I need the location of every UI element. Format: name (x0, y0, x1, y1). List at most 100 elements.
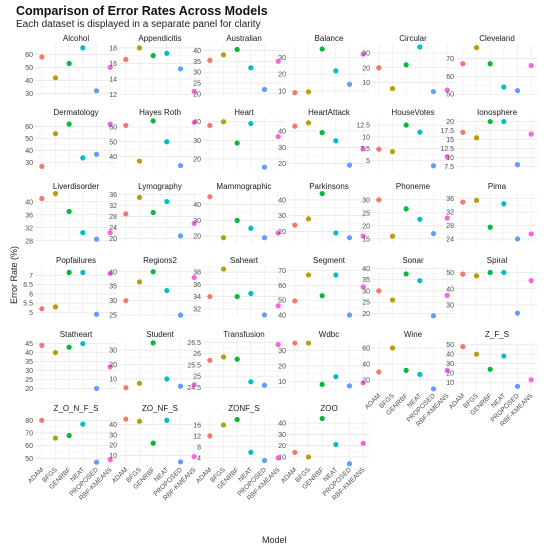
y-tick-label: 30 (278, 348, 286, 355)
panel-parkinsons: Parkinsons 20 30 40 (278, 182, 370, 244)
point-bfgs (389, 233, 396, 239)
point-neat (501, 269, 507, 276)
point-genrbf (319, 190, 325, 197)
point-rbf-kmeans (528, 131, 534, 137)
y-tick-label: 10 (278, 454, 286, 461)
panel-housevotes: HouseVotes 5 7.5 10 12.5 (356, 108, 454, 170)
panel-background (119, 192, 201, 244)
panel-title: Dermatology (53, 108, 98, 117)
point-rbf-kmeans (360, 284, 366, 290)
y-tick-label: 7.5 (360, 146, 370, 153)
point-proposed (430, 163, 437, 169)
point-neat (333, 272, 339, 278)
y-tick-label: 12.5 (440, 146, 454, 153)
y-tick-label: 20 (193, 234, 201, 241)
panel-background (203, 340, 285, 392)
y-tick-label: 17.5 (440, 128, 454, 135)
point-rbf-kmeans (528, 278, 534, 284)
point-genrbf (150, 53, 156, 59)
panel-zoo: ZOO10203040ADAMBFGSGENRBFNEATPROPOSEDRBF… (278, 404, 370, 502)
point-rbf-kmeans (107, 270, 113, 277)
y-tick-label: 5 (29, 310, 33, 317)
y-tick-label: 40 (278, 197, 286, 204)
y-tick-label: 10 (109, 377, 117, 384)
y-tick-label: 5 (366, 158, 370, 165)
point-bfgs (136, 418, 143, 424)
y-tick-label: 80 (25, 418, 33, 425)
panel-pima: Pima 24 28 32 36 (446, 182, 538, 244)
y-tick-label: 35 (193, 59, 201, 66)
point-rbf-kmeans (528, 231, 534, 237)
panel-balance: Balance 10 20 30 (278, 34, 370, 96)
point-proposed (177, 66, 184, 72)
panel-sonar: Sonar 20 25 30 35 40 (362, 256, 454, 319)
y-tick-label: 36 (446, 196, 454, 203)
point-genrbf (150, 209, 156, 216)
y-tick-label: 50 (446, 270, 454, 277)
panel-wine: Wine204060ADAMBFGSGENRBFNEATPROPOSEDRBF-… (362, 330, 454, 428)
point-rbf-kmeans (191, 454, 197, 460)
point-rbf-kmeans (444, 367, 450, 373)
point-proposed (93, 459, 100, 465)
panel-background (288, 118, 370, 170)
point-proposed (177, 312, 184, 318)
point-rbf-kmeans (191, 119, 197, 126)
point-rbf-kmeans (191, 220, 197, 227)
point-adam (123, 385, 129, 391)
y-tick-label: 30 (278, 213, 286, 220)
panel-background (456, 192, 538, 244)
y-tick-label: 40 (193, 202, 201, 209)
point-neat (164, 50, 170, 56)
point-bfgs (389, 345, 396, 351)
point-bfgs (220, 354, 227, 360)
y-tick-label: 50 (25, 65, 33, 72)
y-tick-label: 6.5 (23, 282, 33, 289)
y-tick-label: 40 (446, 286, 454, 293)
point-genrbf (66, 121, 72, 127)
point-proposed (177, 233, 184, 239)
point-adam (292, 298, 298, 304)
y-tick-label: 30 (193, 218, 201, 225)
y-tick-label: 50 (278, 298, 286, 305)
y-tick-label: 5.5 (23, 301, 33, 308)
point-bfgs (473, 135, 480, 141)
panel-title: Sonar (402, 256, 424, 265)
point-neat (417, 44, 423, 50)
panel-popfailures: Popfailures 5 5.5 6 6.5 7 (23, 256, 117, 318)
point-neat (417, 216, 423, 222)
panel-student: Student 10 20 30 (109, 330, 201, 392)
point-bfgs (52, 349, 59, 356)
y-tick-label: 40 (25, 78, 33, 85)
y-tick-label: 30 (109, 298, 117, 305)
point-bfgs (52, 435, 59, 441)
y-tick-label: 40 (193, 119, 201, 126)
point-adam (292, 90, 298, 96)
point-adam (123, 298, 129, 304)
panel-appendicitis: Appendicitis 12 14 16 18 (109, 34, 201, 99)
point-genrbf (487, 61, 493, 67)
point-rbf-kmeans (107, 457, 113, 463)
y-tick-label: 15 (362, 236, 370, 243)
point-neat (248, 65, 254, 71)
y-tick-label: 30 (193, 70, 201, 77)
point-rbf-kmeans (107, 64, 113, 70)
panel-title: Spiral (487, 256, 508, 265)
point-adam (39, 54, 45, 60)
point-neat (80, 269, 86, 276)
point-neat (417, 371, 423, 377)
point-genrbf (403, 206, 409, 212)
point-bfgs (220, 422, 227, 428)
point-adam (460, 61, 466, 67)
point-rbf-kmeans (191, 274, 197, 281)
panel-dermatology: Dermatology 30 40 50 60 (25, 108, 117, 170)
point-proposed (261, 164, 268, 170)
panel-background (456, 340, 538, 392)
y-tick-label: 28 (446, 223, 454, 230)
panel-background (119, 118, 201, 170)
panel-australian: Australian 20 25 30 35 40 (193, 34, 285, 98)
panel-segment: Segment 40 50 60 70 (278, 256, 370, 320)
panel-background (456, 44, 538, 96)
point-neat (80, 230, 86, 236)
panel-background (203, 266, 285, 318)
panel-title: Lymography (138, 182, 182, 191)
